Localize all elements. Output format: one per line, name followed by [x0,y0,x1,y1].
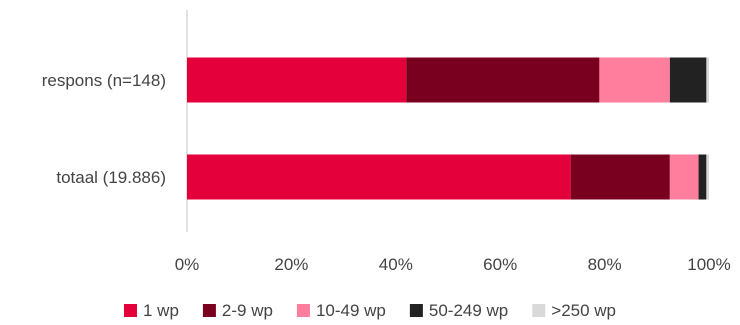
legend-swatch [123,304,137,317]
legend: 1 wp 2-9 wp 10-49 wp 50-249 wp >250 wp [123,301,616,320]
legend-label: 1 wp [143,301,179,320]
bar-segment-1-5 [706,57,709,103]
legend-item: 1 wp [123,301,179,320]
x-axis-ticks: 0% 20% 40% 60% 80% 100% [175,255,731,274]
bar-segment-1-2 [406,57,600,103]
bar-segment-2-2 [570,154,670,200]
bar-segment-2-5 [706,154,709,200]
bar-segment-2-4 [698,154,707,200]
legend-label: 10-49 wp [316,301,386,320]
legend-swatch [202,304,216,317]
legend-item: 10-49 wp [296,301,386,320]
legend-item: 2-9 wp [202,301,273,320]
legend-item: 50-249 wp [409,301,508,320]
legend-swatch [409,304,423,317]
x-tick-label: 40% [379,255,413,274]
bar-segment-1-4 [669,57,707,103]
bar-segment-2-1 [187,154,571,200]
legend-label: 2-9 wp [222,301,273,320]
legend-swatch [532,304,546,317]
legend-label: 50-249 wp [429,301,508,320]
legend-swatch [296,304,310,317]
legend-item: >250 wp [532,301,616,320]
x-tick-label: 0% [175,255,200,274]
bar-segment-1-3 [599,57,670,103]
bar-segment-1-1 [187,57,407,103]
x-tick-label: 80% [588,255,622,274]
category-label: totaal (19.886) [56,168,166,187]
bars-group [187,57,709,200]
category-labels: respons (n=148) totaal (19.886) [42,71,166,187]
x-tick-label: 100% [687,255,730,274]
bar-segment-2-3 [669,154,699,200]
x-tick-label: 20% [274,255,308,274]
category-label: respons (n=148) [42,71,166,90]
x-tick-label: 60% [483,255,517,274]
legend-label: >250 wp [551,301,616,320]
